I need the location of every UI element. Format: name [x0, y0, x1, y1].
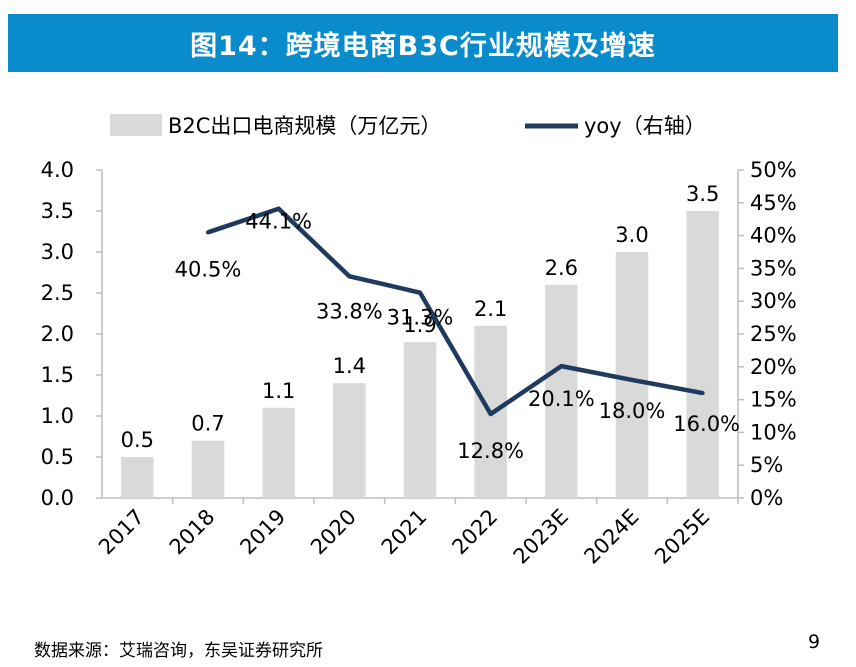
bar — [121, 457, 154, 498]
bar — [333, 383, 366, 498]
y-right-tick-label: 35% — [750, 256, 797, 280]
y-right-tick-label: 5% — [750, 453, 783, 477]
y-right-tick-label: 30% — [750, 289, 797, 313]
y-left-tick-label: 4.0 — [41, 158, 74, 182]
bar — [191, 440, 225, 498]
yoy-value-label: 16.0% — [673, 412, 740, 436]
y-right-tick-label: 10% — [750, 420, 797, 444]
y-left-tick-label: 0.5 — [41, 445, 74, 469]
bar — [686, 211, 719, 498]
yoy-value-label: 33.8% — [316, 299, 383, 323]
yoy-point — [559, 364, 564, 369]
bar-value-label: 1.1 — [262, 379, 295, 403]
yoy-line — [207, 206, 704, 417]
yoy-value-label: 31.3% — [387, 306, 454, 330]
y-right-tick-label: 50% — [750, 158, 797, 182]
legend-label-bar: B2C出口电商规模（万亿元） — [168, 114, 441, 138]
yoy-point — [488, 412, 493, 417]
legend-swatch-bar — [110, 114, 162, 136]
y-right-tick-label: 15% — [750, 388, 797, 412]
yoy-value-label: 20.1% — [528, 387, 595, 411]
x-tick-label: 2022 — [447, 505, 502, 560]
y-right-tick-label: 0% — [750, 486, 783, 510]
yoy-value-label: 12.8% — [457, 439, 524, 463]
x-tick-label: 2020 — [306, 505, 361, 560]
y-left-tick-label: 2.5 — [41, 281, 74, 305]
yoy-point — [347, 274, 352, 279]
yoy-point — [276, 206, 281, 211]
y-left-tick-label: 0.0 — [41, 486, 74, 510]
y-right-tick-label: 20% — [750, 355, 797, 379]
y-left-tick-label: 2.0 — [41, 322, 74, 346]
y-left-tick-label: 3.5 — [41, 199, 74, 223]
page-number: 9 — [808, 631, 821, 653]
x-tick-label: 2024E — [579, 505, 643, 569]
y-right-tick-label: 40% — [750, 224, 797, 248]
bar-value-label: 0.7 — [191, 412, 224, 436]
yoy-value-label: 44.1% — [245, 210, 312, 234]
figure-title-bar: 图14：跨境电商B3C行业规模及增速 — [8, 14, 838, 72]
bar-line-chart: B2C出口电商规模（万亿元） yoy（右轴） 0.0 0.5 1.0 1.5 2.0 2.… — [41, 114, 797, 569]
bar — [403, 342, 437, 498]
bar-value-label: 2.1 — [474, 297, 507, 321]
x-tick-label: 2025E — [650, 505, 714, 569]
bar-value-label: 1.9 — [403, 313, 436, 337]
yoy-point — [206, 230, 210, 235]
bar — [262, 407, 295, 498]
y-right-tick-label: 45% — [750, 191, 797, 215]
legend-label-line: yoy（右轴） — [584, 114, 706, 138]
yoy-point — [630, 377, 634, 382]
bar-value-label: 3.5 — [686, 182, 719, 206]
x-tick-label: 2018 — [165, 505, 220, 560]
bar-value-label: 1.4 — [333, 354, 366, 378]
yoy-value-label: 18.0% — [599, 399, 666, 423]
x-tick-label: 2021 — [377, 505, 432, 560]
y-left-tick-label: 1.0 — [41, 404, 74, 428]
plot-area: 0.0 0.5 1.0 1.5 2.0 2.5 3.0 3.5 4.0 0% 5% 10% 15% 20%… — [41, 158, 797, 569]
yoy-value-label: 40.5% — [175, 257, 242, 281]
figure-title: 图14：跨境电商B3C行业规模及增速 — [190, 30, 656, 62]
bar-value-label: 0.5 — [121, 428, 154, 452]
source-note: 数据来源：艾瑞咨询，东吴证券研究所 — [34, 641, 323, 661]
yoy-point — [418, 290, 422, 295]
y-right-tick-label: 25% — [750, 322, 797, 346]
legend: B2C出口电商规模（万亿元） yoy（右轴） — [110, 114, 706, 138]
x-tick-label: 2023E — [509, 505, 573, 569]
bar-value-label: 3.0 — [615, 223, 648, 247]
bar — [545, 284, 578, 498]
x-tick-label: 2017 — [94, 505, 149, 560]
y-left-tick-label: 1.5 — [41, 363, 74, 387]
bar — [615, 252, 649, 498]
bar-value-label: 2.6 — [545, 256, 578, 280]
yoy-point — [700, 391, 705, 396]
x-tick-label: 2019 — [235, 505, 290, 560]
y-left-tick-label: 3.0 — [41, 240, 74, 264]
